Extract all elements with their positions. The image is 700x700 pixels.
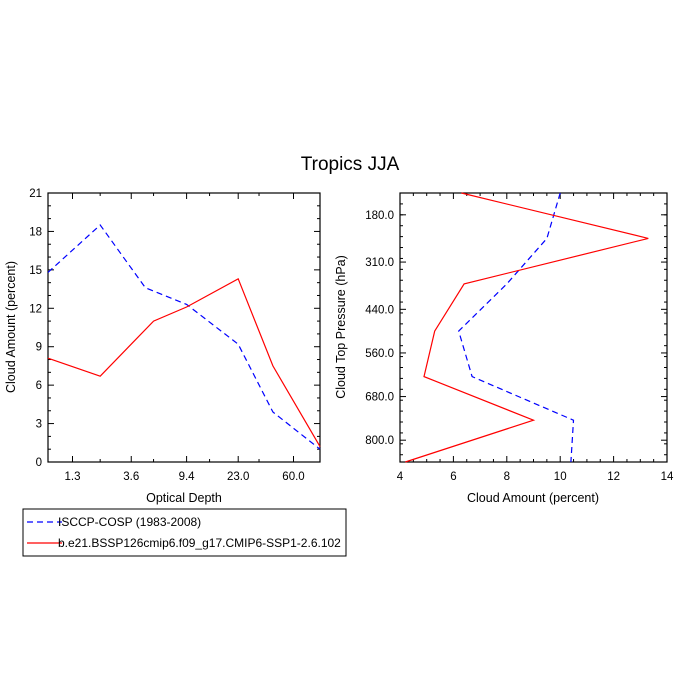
right-ticks: 4 6 8 10 12 14 180.0 310.0 440.0 560.0 680.0 800.0: [365, 193, 674, 483]
right-series: [405, 192, 649, 463]
right-ylabel: Cloud Top Pressure (hPa): [334, 255, 348, 399]
right-ytick-label: 310.0: [365, 257, 394, 269]
left-plot-frame: [47, 192, 321, 463]
left-ytick-label: 9: [36, 342, 42, 354]
right-xtick-label: 6: [450, 471, 456, 483]
left-ytick-label: 15: [29, 265, 42, 277]
right-xtick-label: 8: [504, 471, 510, 483]
right-series-cesm-line: [405, 192, 649, 463]
right-xtick-label: 14: [661, 471, 674, 483]
left-xtick-label: 1.3: [65, 471, 81, 483]
left-ytick-label: 21: [29, 188, 42, 200]
right-ytick-label: 440.0: [365, 304, 394, 316]
left-ytick-label: 3: [36, 419, 42, 431]
right-ytick-label: 180.0: [365, 210, 394, 222]
left-series-cesm-line: [47, 277, 321, 447]
legend-box: [22, 508, 347, 557]
right-ytick-label: 560.0: [365, 348, 394, 360]
legend: ISCCP-COSP (1983-2008) b.e21.BSSP126cmip…: [22, 508, 347, 557]
left-xtick-label: 23.0: [227, 471, 249, 483]
left-series: [47, 224, 321, 450]
left-ylabel: Cloud Amount (percent): [4, 261, 18, 393]
optical-depth-panel: 0 3 6 9 12 15 18 21 1.3 3.6 9.4 23.0 60.0 Optical De…: [4, 188, 321, 505]
left-series-isccp-line: [47, 224, 321, 450]
left-ytick-label: 6: [36, 380, 42, 392]
right-ytick-label: 680.0: [365, 392, 394, 404]
right-ytick-label: 800.0: [365, 435, 394, 447]
figure-title: Tropics JJA: [301, 154, 400, 175]
left-ytick-label: 18: [29, 226, 42, 238]
legend-label-isccp: ISCCP-COSP (1983-2008): [58, 515, 201, 529]
cloud-top-pressure-panel: 4 6 8 10 12 14180.0310.0440.0560.0680.0800.0 …: [334, 192, 674, 505]
right-xlabel: Cloud Amount (percent): [467, 491, 599, 505]
left-xtick-label: 9.4: [179, 471, 196, 483]
left-xlabel: Optical Depth: [146, 491, 222, 505]
left-ytick-label: 12: [29, 303, 42, 315]
right-xtick-label: 4: [397, 471, 404, 483]
left-xtick-label: 3.6: [123, 471, 139, 483]
left-ticks: 0 3 6 9 12 15 18 21 1.3 3.6 9.4 23.0 60.0: [29, 188, 320, 483]
legend-label-cesm: b.e21.BSSP126cmip6.f09_g17.CMIP6-SSP1-2.…: [58, 536, 341, 550]
left-ytick-label: 0: [36, 457, 42, 469]
right-xtick-label: 12: [607, 471, 620, 483]
right-series-isccp-line: [458, 192, 575, 463]
right-xtick-label: 10: [554, 471, 567, 483]
left-xtick-label: 60.0: [282, 471, 304, 483]
